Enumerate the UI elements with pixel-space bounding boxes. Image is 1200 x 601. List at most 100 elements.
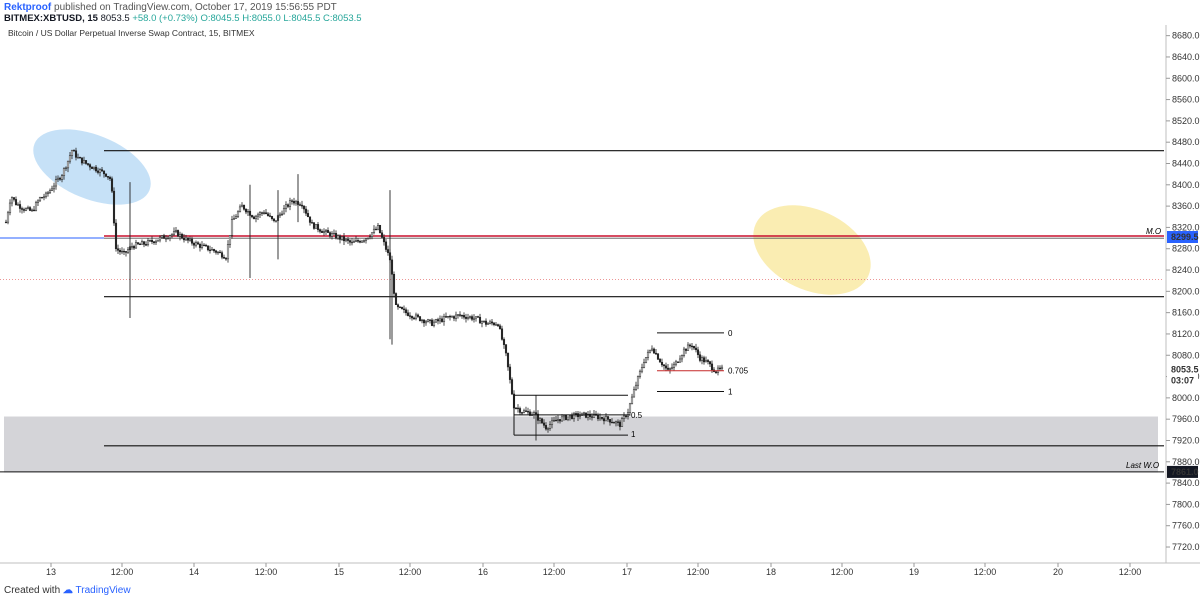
candle-body bbox=[206, 245, 210, 251]
y-tick-label: 8400.0 bbox=[1172, 180, 1200, 190]
candle-body bbox=[488, 321, 492, 324]
candle-body bbox=[278, 213, 282, 216]
candle-body bbox=[352, 241, 356, 243]
candle-body bbox=[456, 314, 460, 316]
tradingview-brand[interactable]: TradingView bbox=[75, 585, 131, 596]
candle-body bbox=[342, 236, 346, 242]
candle-body bbox=[504, 344, 508, 354]
candle-body bbox=[288, 200, 292, 207]
candle-body bbox=[430, 319, 434, 326]
candle-body bbox=[572, 413, 576, 419]
x-tick-label: 17 bbox=[622, 567, 632, 577]
candle-body bbox=[184, 237, 188, 241]
candle-body bbox=[170, 233, 174, 236]
candle-body bbox=[612, 422, 616, 424]
candle-body bbox=[714, 371, 718, 373]
candle-body bbox=[642, 362, 646, 368]
candle-body bbox=[400, 306, 404, 310]
candle-body bbox=[410, 316, 414, 319]
candle-body bbox=[200, 244, 204, 248]
candle-body bbox=[602, 418, 606, 422]
candle-body bbox=[68, 155, 72, 162]
candle-body bbox=[8, 202, 12, 214]
time-axis[interactable]: 13 12:00 14 12:00 15 12:00 16 12:00 17 12:00 18 12:… bbox=[46, 563, 1141, 577]
candle-body bbox=[496, 324, 500, 327]
candle-body bbox=[492, 322, 496, 325]
candle-body bbox=[506, 352, 510, 368]
candle-body bbox=[632, 389, 636, 398]
candle-body bbox=[704, 360, 708, 363]
candle-body bbox=[620, 418, 624, 427]
candle-body bbox=[88, 164, 92, 168]
candle-body bbox=[452, 316, 456, 319]
candle-body bbox=[316, 224, 320, 230]
candle-body bbox=[440, 318, 444, 322]
candle-body bbox=[470, 316, 474, 320]
candle-body bbox=[434, 319, 438, 323]
yellow-ellipse bbox=[753, 205, 871, 295]
candle-body bbox=[210, 249, 214, 251]
candle-body bbox=[230, 219, 234, 236]
price-tag-label: 8299.5 bbox=[1171, 232, 1199, 242]
candle-body bbox=[630, 396, 634, 405]
candle-body bbox=[194, 242, 198, 246]
candle-body bbox=[668, 368, 672, 370]
y-tick-label: 8560.0 bbox=[1172, 95, 1200, 105]
candle-body bbox=[298, 204, 302, 206]
candle-body bbox=[500, 328, 504, 340]
candle-body bbox=[690, 345, 694, 348]
candle-body bbox=[548, 424, 552, 429]
candle-body bbox=[592, 413, 596, 418]
candle-body bbox=[136, 242, 140, 245]
candle-body bbox=[160, 235, 164, 238]
candle-body bbox=[550, 420, 554, 425]
candle-body bbox=[542, 422, 546, 426]
candle-body bbox=[122, 250, 126, 253]
candle-body bbox=[98, 169, 102, 173]
candle-body bbox=[56, 177, 60, 180]
candle-body bbox=[368, 236, 372, 239]
candle-body bbox=[234, 216, 238, 219]
candle-body bbox=[236, 211, 240, 217]
candle-body bbox=[140, 241, 144, 245]
candle-body bbox=[138, 243, 142, 246]
candle-body bbox=[446, 315, 450, 318]
x-tick-label: 13 bbox=[46, 567, 56, 577]
candle-body bbox=[214, 250, 218, 253]
last-price: 8053.5 bbox=[100, 13, 130, 24]
candle-body bbox=[350, 241, 354, 244]
candle-body bbox=[698, 354, 702, 361]
candle-body bbox=[696, 349, 700, 355]
candle-body bbox=[480, 321, 484, 324]
price-chart[interactable]: M.O Last W.O 0.5 1 0 0.705 1 Bitcoin / US Dol… bbox=[0, 25, 1200, 580]
candle-body bbox=[240, 204, 244, 208]
candle-body bbox=[482, 320, 486, 323]
close-value: C:8053.5 bbox=[323, 13, 362, 24]
y-tick-label: 8360.0 bbox=[1172, 201, 1200, 211]
candle-body bbox=[508, 366, 512, 380]
candle-body bbox=[700, 357, 704, 361]
candle-body bbox=[116, 248, 120, 251]
candle-body bbox=[554, 419, 558, 422]
candle-body bbox=[414, 314, 418, 319]
candle-body bbox=[720, 366, 724, 369]
candle-body bbox=[186, 237, 190, 241]
candle-body bbox=[520, 412, 524, 414]
candle-body bbox=[338, 235, 342, 240]
candle-body bbox=[610, 421, 614, 424]
candle-body bbox=[4, 221, 8, 224]
candle-body bbox=[438, 318, 442, 322]
candle-body bbox=[114, 222, 118, 249]
candle-body bbox=[650, 348, 654, 351]
candle-body bbox=[672, 363, 676, 368]
y-tick-label: 8000.0 bbox=[1172, 393, 1200, 403]
candle-body bbox=[96, 170, 100, 173]
candle-body bbox=[92, 166, 96, 169]
candle-body bbox=[682, 348, 686, 356]
author-name[interactable]: Rektproof bbox=[4, 2, 52, 13]
chart-title: Bitcoin / US Dollar Perpetual Inverse Sw… bbox=[8, 28, 255, 38]
candle-body bbox=[60, 175, 64, 180]
candle-body bbox=[266, 213, 270, 216]
price-axis[interactable]: 8680.0 8640.0 8600.0 8560.0 8520.0 8480.0 8440… bbox=[1166, 31, 1200, 552]
candle-body bbox=[546, 428, 550, 430]
